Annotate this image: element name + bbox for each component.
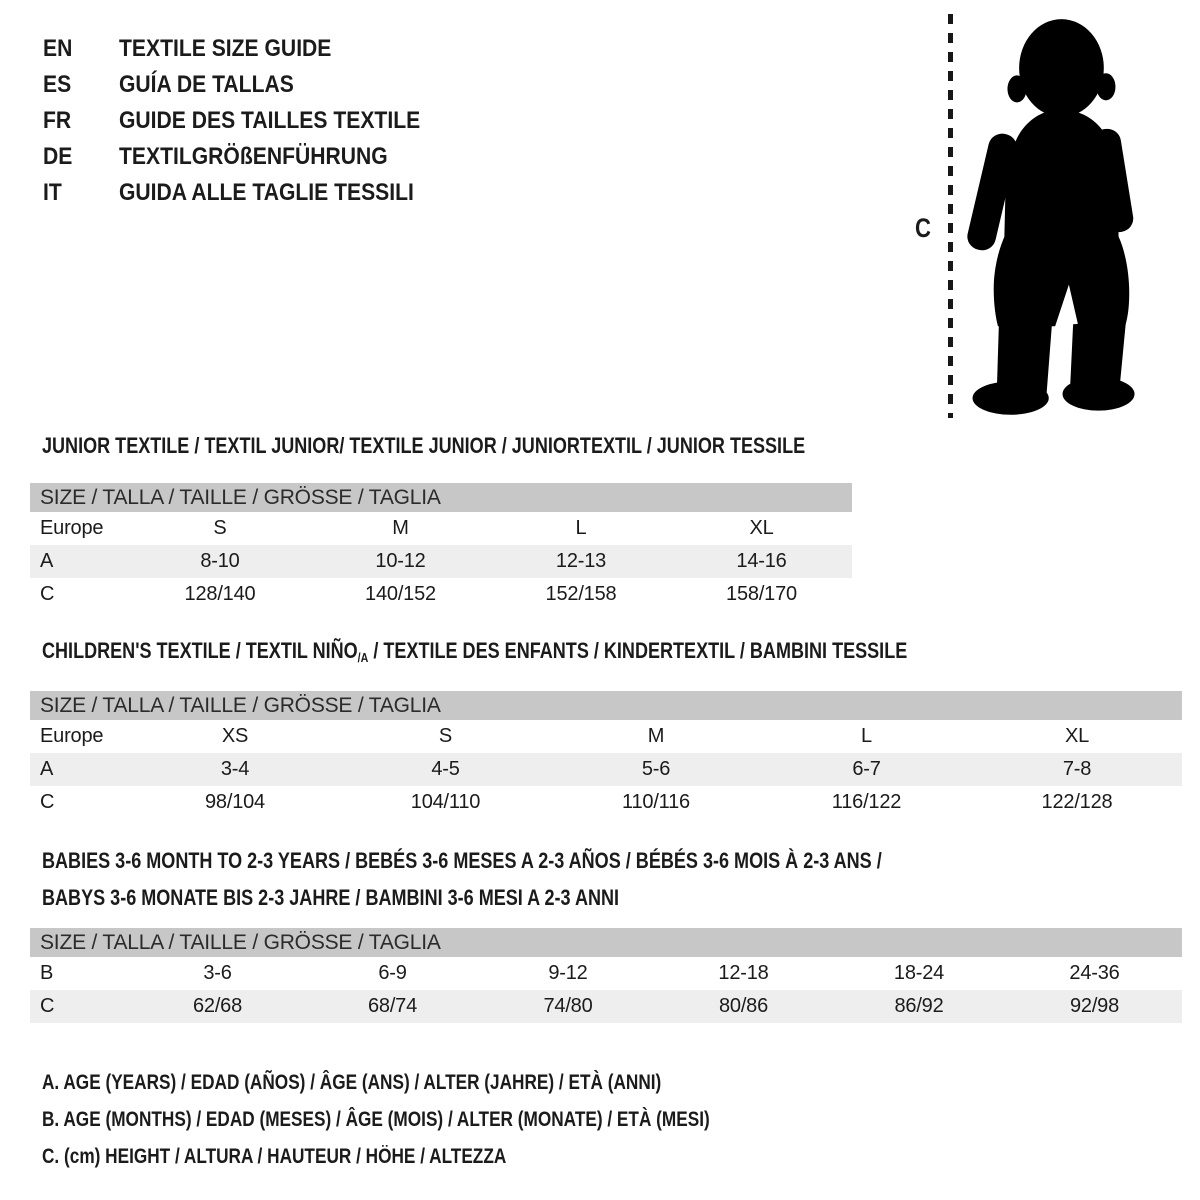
language-code: ES	[43, 71, 72, 98]
table-cell: M	[647, 725, 665, 747]
table-row: C 98/104 104/110 110/116 116/122 122/128	[30, 786, 1182, 819]
legend-line-age-months: B. AGE (MONTHS) / EDAD (MESES) / ÂGE (MO…	[42, 1108, 710, 1131]
title-subscript: /A	[357, 650, 369, 665]
table-cell: M	[392, 517, 409, 539]
language-row: IT GUIDA ALLE TAGLIE TESSILI	[43, 175, 461, 211]
language-row: DE TEXTILGRÖßENFÜHRUNG	[43, 139, 461, 175]
row-label: Europe	[40, 517, 104, 539]
table-cell: 152/158	[545, 583, 617, 605]
table-cell: 3-4	[130, 753, 340, 786]
row-label: B	[40, 962, 54, 984]
junior-section-title: JUNIOR TEXTILE / TEXTIL JUNIOR/ TEXTILE …	[42, 433, 806, 458]
table-row: C 62/68 68/74 74/80 80/86 86/92 92/98	[30, 990, 1182, 1023]
language-row: EN TEXTILE SIZE GUIDE	[43, 31, 461, 67]
table-cell: 18-24	[893, 962, 945, 984]
table-cell: 74/80	[480, 990, 656, 1023]
table-cell: 86/92	[831, 990, 1007, 1023]
junior-size-table: Europe S M L XL A 8-10 10-12 12-13 14-16…	[30, 512, 852, 611]
language-code: EN	[43, 35, 73, 62]
table-cell: XL	[1064, 725, 1090, 747]
table-row: A 3-4 4-5 5-6 6-7 7-8	[30, 753, 1182, 786]
table-cell: 4-5	[340, 753, 551, 786]
row-label: A	[30, 753, 130, 786]
table-cell: 98/104	[205, 791, 265, 813]
language-code: DE	[43, 143, 73, 170]
table-cell: 7-8	[972, 753, 1182, 786]
row-label: C	[40, 583, 55, 605]
table-cell: 24-36	[1069, 962, 1120, 984]
table-cell: 116/122	[831, 791, 902, 813]
language-title: TEXTILE SIZE GUIDE	[119, 35, 332, 62]
babies-size-table: B 3-6 6-9 9-12 12-18 18-24 24-36 C 62/68…	[30, 957, 1182, 1023]
table-cell: 5-6	[551, 753, 761, 786]
height-measure-dashed-line	[948, 14, 953, 418]
babies-section-title-line2: BABYS 3-6 MONATE BIS 2-3 JAHRE / BAMBINI…	[42, 885, 620, 910]
table-cell: 104/110	[410, 791, 481, 813]
table-row: C 128/140 140/152 152/158 158/170	[30, 578, 852, 611]
row-label: Europe	[40, 725, 104, 747]
language-title: GUIDE DES TAILLES TEXTILE	[119, 107, 421, 134]
table-cell: 140/152	[365, 583, 436, 605]
table-cell: 122/128	[1041, 791, 1113, 813]
table-cell: S	[213, 517, 227, 539]
table-row: Europe S M L XL	[30, 512, 852, 545]
language-code: IT	[43, 179, 62, 206]
language-title: GUIDA ALLE TAGLIE TESSILI	[119, 179, 414, 206]
language-title-list: EN TEXTILE SIZE GUIDE ES GUÍA DE TALLAS …	[43, 31, 461, 211]
language-code: FR	[43, 107, 72, 134]
row-label: C	[40, 791, 55, 813]
language-title: TEXTILGRÖßENFÜHRUNG	[119, 143, 388, 170]
size-header-label: SIZE / TALLA / TAILLE / GRÖSSE / TAGLIA	[40, 694, 441, 717]
table-cell: L	[575, 517, 587, 539]
table-row: Europe XS S M L XL	[30, 720, 1182, 753]
table-cell: 6-9	[378, 962, 407, 984]
table-cell: 12-13	[491, 545, 671, 578]
table-cell: 62/68	[130, 990, 305, 1023]
table-cell: 110/116	[622, 791, 690, 813]
size-header-label: SIZE / TALLA / TAILLE / GRÖSSE / TAGLIA	[40, 931, 441, 954]
row-label: C	[30, 990, 130, 1023]
size-header-label: SIZE / TALLA / TAILLE / GRÖSSE / TAGLIA	[40, 486, 441, 509]
measurement-legend: A. AGE (YEARS) / EDAD (AÑOS) / ÂGE (ANS)…	[42, 1064, 856, 1175]
table-cell: 92/98	[1007, 990, 1182, 1023]
junior-size-header-bar: SIZE / TALLA / TAILLE / GRÖSSE / TAGLIA	[30, 483, 852, 512]
row-label: A	[30, 545, 130, 578]
legend-line-age-years: A. AGE (YEARS) / EDAD (AÑOS) / ÂGE (ANS)…	[42, 1071, 662, 1094]
table-cell: S	[438, 725, 453, 747]
table-cell: 3-6	[203, 962, 232, 984]
height-measure-label: C	[915, 213, 931, 243]
table-row: B 3-6 6-9 9-12 12-18 18-24 24-36	[30, 957, 1182, 990]
table-cell: L	[861, 725, 872, 747]
table-cell: XL	[749, 517, 774, 539]
language-row: ES GUÍA DE TALLAS	[43, 67, 461, 103]
table-cell: 80/86	[656, 990, 831, 1023]
table-cell: 10-12	[310, 545, 491, 578]
children-section-title: CHILDREN'S TEXTILE / TEXTIL NIÑO/A / TEX…	[42, 638, 908, 665]
language-title: GUÍA DE TALLAS	[119, 71, 294, 98]
children-size-header-bar: SIZE / TALLA / TAILLE / GRÖSSE / TAGLIA	[30, 691, 1182, 720]
table-cell: 6-7	[761, 753, 972, 786]
table-row: A 8-10 10-12 12-13 14-16	[30, 545, 852, 578]
children-size-table: Europe XS S M L XL A 3-4 4-5 5-6 6-7 7-8…	[30, 720, 1182, 819]
table-cell: 12-18	[718, 962, 769, 984]
table-cell: 14-16	[671, 545, 852, 578]
table-cell: 8-10	[130, 545, 310, 578]
table-cell: 9-12	[548, 962, 588, 984]
language-row: FR GUIDE DES TAILLES TEXTILE	[43, 103, 461, 139]
table-cell: 68/74	[305, 990, 480, 1023]
babies-section-title-line1: BABIES 3-6 MONTH TO 2-3 YEARS / BEBÉS 3-…	[42, 848, 882, 873]
toddler-silhouette-icon	[967, 19, 1135, 415]
table-cell: 128/140	[184, 583, 256, 605]
legend-line-height: C. (cm) HEIGHT / ALTURA / HAUTEUR / HÖHE…	[42, 1145, 507, 1168]
babies-size-header-bar: SIZE / TALLA / TAILLE / GRÖSSE / TAGLIA	[30, 928, 1182, 957]
table-cell: XS	[221, 725, 249, 747]
table-cell: 158/170	[726, 583, 797, 605]
